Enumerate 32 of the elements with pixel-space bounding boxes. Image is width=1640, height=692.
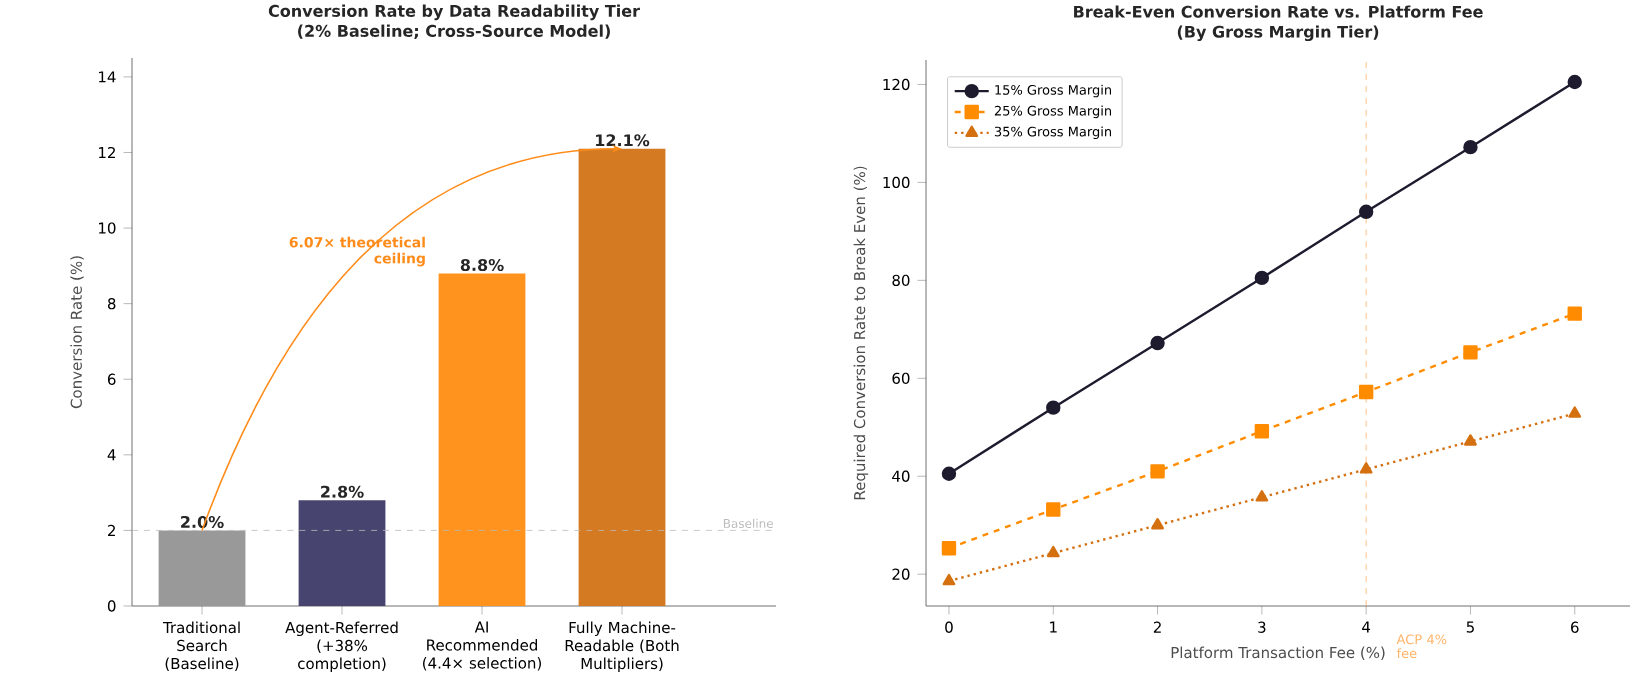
point xyxy=(1463,345,1478,360)
point xyxy=(1255,490,1269,502)
point xyxy=(1046,400,1061,415)
point xyxy=(1254,270,1270,286)
bar xyxy=(298,500,386,606)
bar xyxy=(438,273,526,606)
data-label: 2.8% xyxy=(321,485,364,498)
point xyxy=(1463,139,1478,155)
point xyxy=(1254,423,1270,439)
point xyxy=(941,466,957,481)
point xyxy=(1568,406,1582,418)
point xyxy=(1358,204,1374,219)
point xyxy=(1150,335,1165,351)
point xyxy=(1151,518,1164,530)
point xyxy=(942,573,956,586)
data-label: 8.8% xyxy=(460,258,504,272)
chart-subtitle: (2% Baseline; Cross-Source Model) xyxy=(298,24,610,40)
chart-title: Conversion Rate by Data Readability Tier xyxy=(268,4,640,21)
point xyxy=(1150,464,1165,479)
data-label: 12.1% xyxy=(596,134,650,147)
chart-subtitle: (By Gross Margin Tier) xyxy=(1177,25,1379,42)
point xyxy=(1046,502,1061,517)
point xyxy=(1359,462,1373,474)
bar xyxy=(578,148,666,606)
bar xyxy=(158,530,246,606)
point xyxy=(1567,306,1582,321)
chart-title: Break-Even Conversion Rate vs. Platform Fee xyxy=(1074,5,1483,18)
point xyxy=(1567,74,1582,90)
point xyxy=(1046,545,1060,558)
point xyxy=(1358,384,1374,400)
point xyxy=(941,541,957,556)
point xyxy=(1464,434,1477,446)
